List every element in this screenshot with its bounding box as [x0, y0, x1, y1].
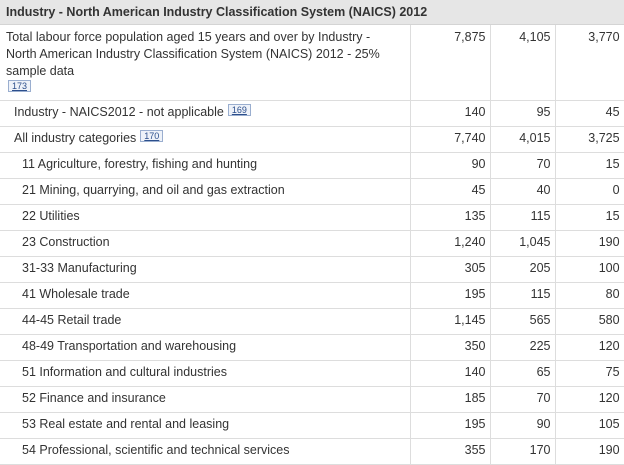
row-label: 23 Construction	[0, 230, 411, 257]
value-total: 7,740	[410, 126, 491, 153]
value-male: 115	[490, 204, 556, 231]
table-row: 44-45 Retail trade 1,145 565 580	[0, 308, 624, 335]
value-male: 70	[490, 152, 556, 179]
value-female: 190	[555, 230, 624, 257]
value-female: 120	[555, 386, 624, 413]
value-male: 4,105	[490, 24, 556, 101]
value-male: 95	[490, 100, 556, 127]
row-label: 54 Professional, scientific and technica…	[0, 438, 411, 465]
value-female: 0	[555, 178, 624, 205]
value-total: 140	[410, 100, 491, 127]
value-female: 3,725	[555, 126, 624, 153]
value-female: 3,770	[555, 24, 624, 101]
row-label: 41 Wholesale trade	[0, 282, 411, 309]
value-male: 115	[490, 282, 556, 309]
value-male: 225	[490, 334, 556, 361]
row-label: 48-49 Transportation and warehousing	[0, 334, 411, 361]
value-female: 45	[555, 100, 624, 127]
value-total: 195	[410, 282, 491, 309]
table-row-all-categories: All industry categories 170 7,740 4,015 3…	[0, 126, 624, 153]
table-row: 41 Wholesale trade 195 115 80	[0, 282, 624, 309]
table-row: 22 Utilities 135 115 15	[0, 204, 624, 231]
table-row-not-applicable: Industry - NAICS2012 - not applicable 169…	[0, 100, 624, 127]
value-female: 100	[555, 256, 624, 283]
row-label: Total labour force population aged 15 ye…	[0, 24, 411, 101]
footnote-link[interactable]: 170	[140, 130, 164, 142]
value-female: 15	[555, 204, 624, 231]
value-female: 80	[555, 282, 624, 309]
row-label: 44-45 Retail trade	[0, 308, 411, 335]
value-male: 170	[490, 438, 556, 465]
row-label: 31-33 Manufacturing	[0, 256, 411, 283]
table-row: 31-33 Manufacturing 305 205 100	[0, 256, 624, 283]
value-total: 135	[410, 204, 491, 231]
value-total: 7,875	[410, 24, 491, 101]
value-total: 140	[410, 360, 491, 387]
value-female: 120	[555, 334, 624, 361]
value-male: 205	[490, 256, 556, 283]
value-male: 70	[490, 386, 556, 413]
table-row: 23 Construction 1,240 1,045 190	[0, 230, 624, 257]
row-label: 11 Agriculture, forestry, fishing and hu…	[0, 152, 411, 179]
value-total: 305	[410, 256, 491, 283]
value-total: 350	[410, 334, 491, 361]
value-total: 90	[410, 152, 491, 179]
value-total: 185	[410, 386, 491, 413]
table-row-total: Total labour force population aged 15 ye…	[0, 24, 624, 101]
footnote-link[interactable]: 173	[8, 80, 32, 92]
value-total: 45	[410, 178, 491, 205]
footnote-link[interactable]: 169	[227, 104, 251, 116]
value-male: 565	[490, 308, 556, 335]
value-female: 75	[555, 360, 624, 387]
row-label: 22 Utilities	[0, 204, 411, 231]
table-row: 51 Information and cultural industries 14…	[0, 360, 624, 387]
table-row: 21 Mining, quarrying, and oil and gas ex…	[0, 178, 624, 205]
table-row: 11 Agriculture, forestry, fishing and hu…	[0, 152, 624, 179]
row-label: 21 Mining, quarrying, and oil and gas ex…	[0, 178, 411, 205]
value-male: 4,015	[490, 126, 556, 153]
section-header: Industry - North American Industry Class…	[0, 0, 624, 25]
row-label: 51 Information and cultural industries	[0, 360, 411, 387]
row-label: Industry - NAICS2012 - not applicable 169	[0, 100, 411, 127]
value-male: 1,045	[490, 230, 556, 257]
value-total: 355	[410, 438, 491, 465]
value-total: 1,145	[410, 308, 491, 335]
value-female: 580	[555, 308, 624, 335]
value-female: 15	[555, 152, 624, 179]
value-male: 65	[490, 360, 556, 387]
table-row: 52 Finance and insurance 185 70 120	[0, 386, 624, 413]
table-row: 48-49 Transportation and warehousing 350 2…	[0, 334, 624, 361]
value-female: 190	[555, 438, 624, 465]
table-row: 54 Professional, scientific and technica…	[0, 438, 624, 465]
row-label: 52 Finance and insurance	[0, 386, 411, 413]
row-label: All industry categories 170	[0, 126, 411, 153]
value-male: 40	[490, 178, 556, 205]
value-total: 1,240	[410, 230, 491, 257]
